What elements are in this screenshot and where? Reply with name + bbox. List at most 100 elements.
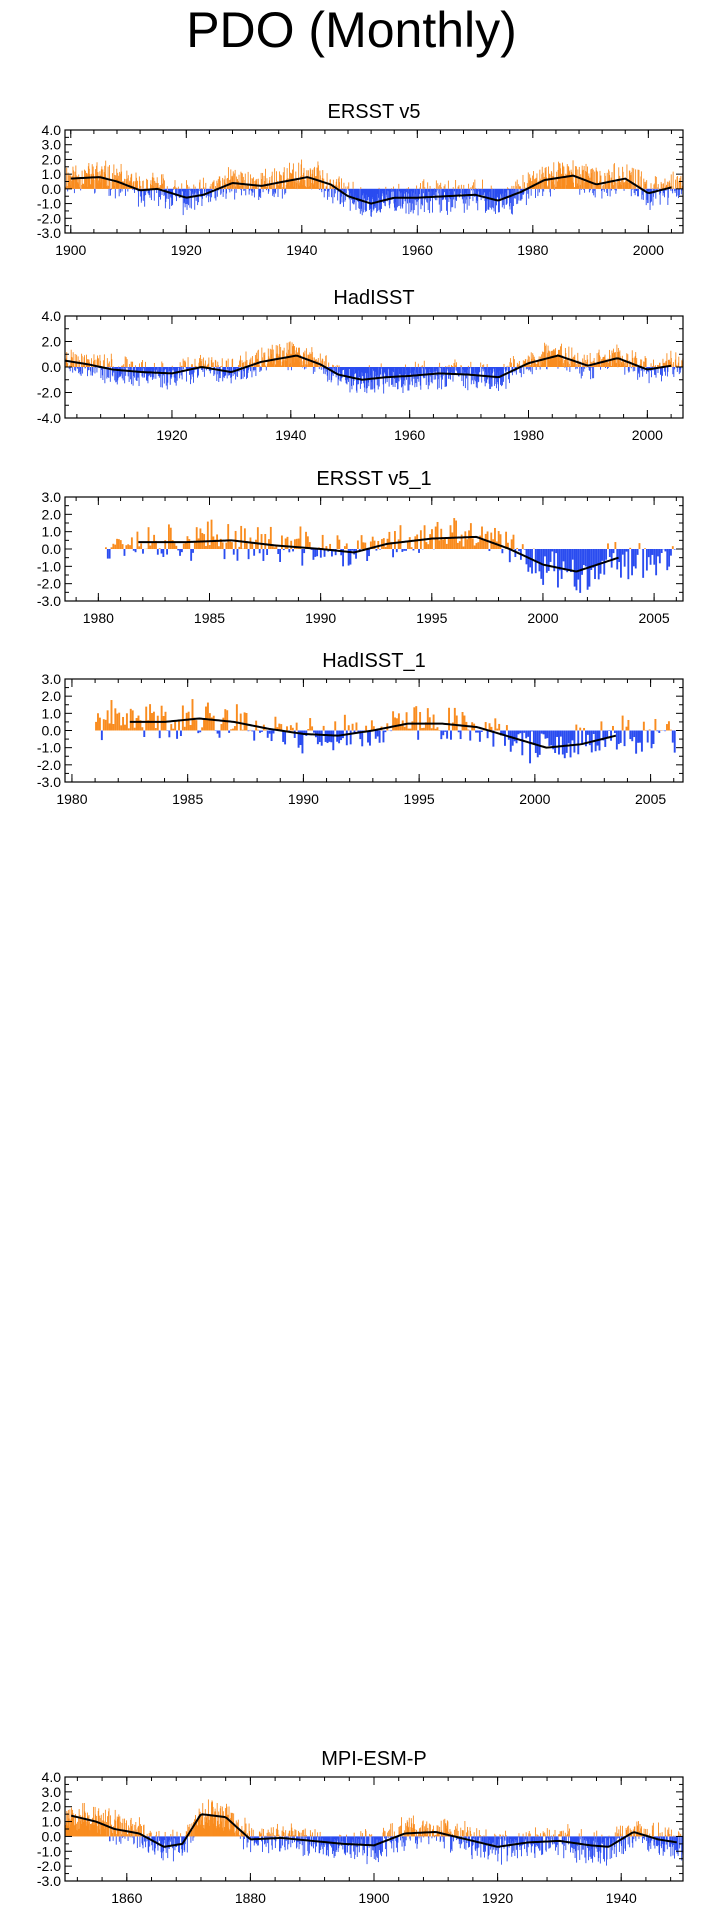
- data-bar: [183, 188, 185, 199]
- data-bar: [596, 730, 599, 746]
- data-bar: [181, 367, 183, 380]
- data-bar: [423, 179, 425, 189]
- data-bar: [284, 538, 287, 549]
- data-bar: [620, 1836, 622, 1846]
- data-bar: [458, 367, 460, 374]
- data-bar: [613, 366, 615, 367]
- data-bar: [573, 364, 575, 367]
- data-bar: [598, 352, 600, 367]
- data-bar: [143, 1825, 144, 1837]
- data-bar: [589, 352, 591, 367]
- data-bar: [529, 174, 531, 189]
- data-bar: [339, 1836, 341, 1845]
- data-bar: [655, 367, 657, 378]
- data-bar: [653, 184, 655, 189]
- data-bar: [245, 188, 247, 196]
- data-bar: [154, 1836, 156, 1855]
- data-bar: [91, 366, 93, 367]
- data-bar: [156, 1836, 158, 1843]
- data-bar: [202, 1827, 204, 1837]
- data-bar: [189, 725, 192, 731]
- data-bar: [345, 367, 346, 381]
- data-bar: [165, 188, 167, 202]
- data-bar: [162, 549, 165, 557]
- data-bar: [567, 174, 569, 189]
- data-bar: [497, 367, 498, 383]
- data-bar: [556, 730, 559, 737]
- data-bar: [592, 549, 595, 568]
- data-bar: [182, 188, 184, 216]
- data-bar: [579, 727, 582, 731]
- data-bar: [215, 187, 217, 189]
- data-bar: [472, 367, 474, 375]
- data-bar: [593, 1836, 595, 1841]
- data-bar: [467, 367, 469, 391]
- data-bar: [504, 188, 506, 199]
- data-bar: [440, 1820, 442, 1837]
- data-bar: [107, 185, 109, 189]
- data-bar: [122, 186, 124, 189]
- data-bar: [551, 1836, 553, 1840]
- data-bar: [391, 188, 393, 189]
- data-bar: [181, 188, 183, 192]
- data-bar: [276, 353, 278, 367]
- data-bar: [108, 1808, 110, 1837]
- data-bar: [348, 188, 350, 200]
- data-bar: [461, 188, 463, 200]
- data-bar: [639, 367, 641, 378]
- data-bar: [482, 364, 484, 367]
- data-bar: [198, 1815, 200, 1837]
- data-bar: [608, 1836, 610, 1847]
- data-bar: [148, 188, 150, 196]
- data-bar: [177, 1836, 179, 1840]
- data-bar: [343, 714, 346, 731]
- data-bar: [355, 1836, 357, 1843]
- data-bar: [353, 367, 355, 375]
- data-bar: [660, 1836, 662, 1847]
- data-bar: [595, 549, 598, 565]
- data-bar: [650, 183, 652, 189]
- data-bar: [341, 367, 343, 378]
- data-bar: [224, 1808, 226, 1837]
- data-bar: [423, 188, 425, 213]
- data-bar: [657, 549, 659, 557]
- data-bar: [659, 1832, 661, 1837]
- data-bar: [260, 367, 262, 371]
- data-bar: [460, 534, 463, 549]
- data-bar: [213, 1823, 215, 1837]
- data-bar: [424, 367, 426, 379]
- data-bar: [313, 185, 315, 189]
- data-bar: [338, 1836, 340, 1849]
- data-bar: [507, 187, 509, 189]
- data-bar: [617, 180, 619, 189]
- data-bar: [98, 1829, 100, 1837]
- data-bar: [570, 359, 572, 367]
- data-bar: [598, 349, 600, 367]
- data-bar: [228, 1827, 229, 1837]
- data-bar: [573, 1836, 574, 1842]
- data-bar: [109, 367, 111, 382]
- data-bar: [460, 365, 462, 367]
- data-bar: [573, 730, 576, 753]
- data-bar: [413, 1824, 415, 1837]
- data-bar: [232, 358, 234, 367]
- data-bar: [176, 1831, 178, 1837]
- data-bar: [471, 188, 472, 191]
- data-bar: [114, 188, 116, 199]
- data-bar: [565, 185, 567, 189]
- data-bar: [212, 181, 214, 189]
- data-bar: [373, 188, 375, 209]
- data-bar: [130, 361, 132, 367]
- data-bar: [558, 349, 560, 367]
- data-bar: [378, 1836, 380, 1843]
- data-bar: [101, 367, 103, 370]
- data-bar: [627, 719, 630, 731]
- data-bar: [643, 361, 645, 367]
- data-bar: [299, 185, 301, 189]
- data-bar: [455, 367, 457, 371]
- data-bar: [196, 1825, 198, 1837]
- data-bar: [652, 730, 655, 744]
- data-bar: [96, 162, 98, 189]
- data-bar: [500, 188, 502, 194]
- data-bar: [444, 1823, 446, 1837]
